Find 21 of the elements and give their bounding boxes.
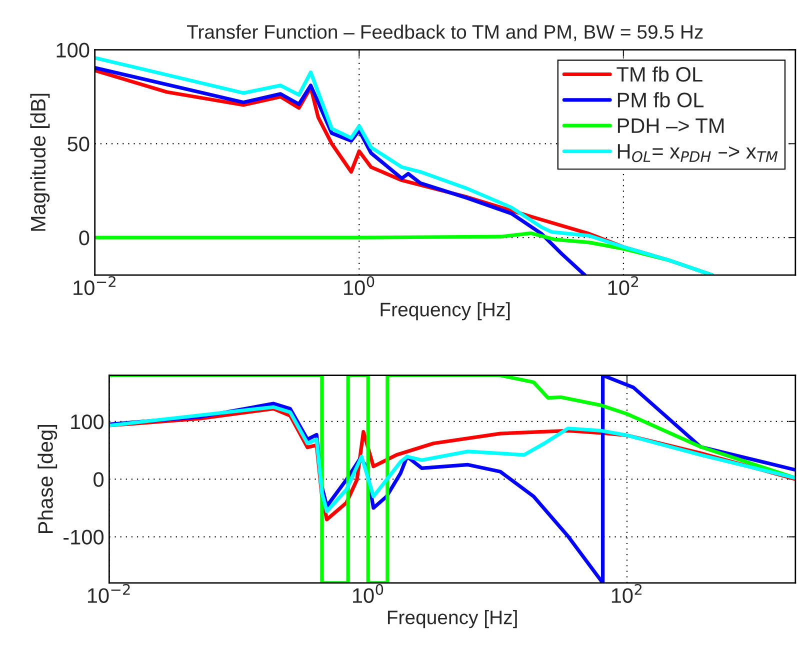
x-axis-title: Frequency [Hz]: [380, 302, 510, 320]
legend-label: TM fb OL: [616, 66, 702, 82]
y-axis-title: Magnitude [dB]: [30, 94, 50, 231]
x-tick-label: 10$^{−2}$: [88, 584, 130, 603]
x-tick-label: 10$^{−2}$: [74, 276, 116, 296]
chart-title: Transfer Function – Feedback to TM and PM, BW = 59.5 Hz: [187, 24, 703, 42]
legend-label: H$_{OL}$= x$_{PDH}$ –> x$_{TM}$: [618, 144, 778, 162]
y-tick-label: 100: [71, 414, 104, 430]
y-tick-label: -100: [64, 530, 104, 545]
legend-label: PDH –> TM: [618, 118, 724, 133]
x-axis-title: Frequency [Hz]: [388, 610, 517, 628]
x-tick-label: 10$^{2}$: [608, 276, 638, 296]
y-tick-label: 0: [79, 230, 90, 246]
x-tick-label: 10$^{2}$: [612, 584, 642, 603]
y-tick-label: 0: [94, 472, 104, 487]
x-tick-label: 10$^{0}$: [344, 276, 374, 296]
y-tick-label: 100: [56, 42, 90, 58]
y-tick-label: 50: [68, 136, 90, 152]
x-tick-label: 10$^{0}$: [353, 584, 384, 603]
legend-label: PM fb OL: [618, 92, 704, 108]
y-axis-title: Phase [deg]: [38, 425, 58, 534]
